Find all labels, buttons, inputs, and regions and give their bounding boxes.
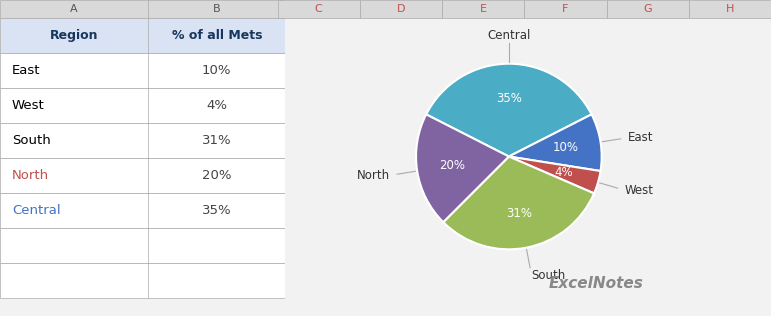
Wedge shape [509,156,601,193]
Text: East: East [12,64,40,77]
Text: 35%: 35% [202,204,231,217]
Bar [0,88,285,123]
Wedge shape [416,114,509,222]
Bar [0,158,285,193]
Bar [0,193,285,228]
Text: E: E [480,4,487,14]
Text: Central: Central [12,204,60,217]
Text: C: C [315,4,322,14]
Text: East: East [628,131,654,144]
Bar [0,264,285,299]
Text: 20%: 20% [202,169,231,182]
Bar [278,0,360,18]
Bar [0,18,285,53]
Bar [689,0,771,18]
Text: A: A [70,4,78,14]
Text: H: H [726,4,734,14]
Text: % of all Mets: % of all Mets [172,29,262,42]
Bar [0,53,285,88]
Wedge shape [443,156,594,249]
Text: 4%: 4% [207,99,227,112]
Text: 4%: 4% [555,166,574,179]
Text: West: West [12,99,45,112]
Text: Region: Region [50,29,99,42]
Text: ExcelNotes: ExcelNotes [549,276,644,291]
Text: Central: Central [487,29,530,42]
Text: South: South [531,269,566,282]
Text: South: South [12,134,51,147]
Text: F: F [562,4,568,14]
Bar [0,123,285,158]
Text: 31%: 31% [202,134,231,147]
Text: 35%: 35% [496,93,522,106]
Wedge shape [426,64,591,156]
Text: 20%: 20% [439,159,465,172]
Text: G: G [643,4,652,14]
Bar [360,0,442,18]
Bar [442,0,524,18]
Text: B: B [213,4,221,14]
Bar [524,0,607,18]
Text: 10%: 10% [553,141,579,154]
Text: North: North [12,169,49,182]
Text: North: North [356,169,389,182]
Bar [607,0,689,18]
Text: D: D [396,4,406,14]
Wedge shape [509,114,601,171]
Bar [0,0,285,18]
Text: 31%: 31% [507,207,533,220]
Text: 10%: 10% [202,64,231,77]
Text: West: West [625,184,654,197]
Bar [0,228,285,264]
